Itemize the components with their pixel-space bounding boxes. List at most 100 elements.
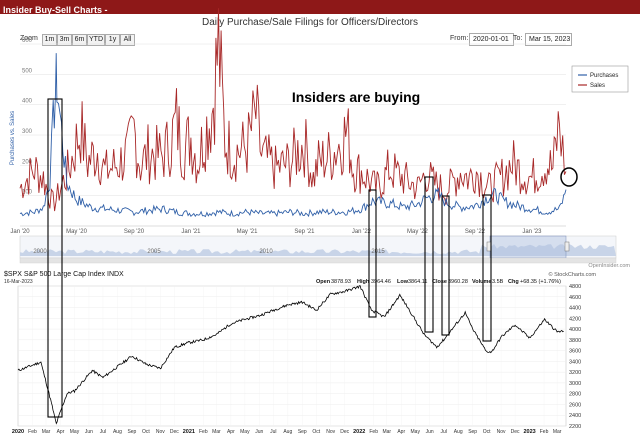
filings-x-ticks: Jan '20 May '20 Sep '20 Jan '21 May '21 Sep '… xyxy=(10,229,542,235)
spx-x-month-label: Jul xyxy=(100,429,106,435)
spx-x-month-label: Sep xyxy=(468,429,477,435)
filings-chart-title: Daily Purchase/Sale Filings for Officers… xyxy=(202,17,418,28)
spx-y-ticks: 2200 2400 2600 2800 3000 3200 3400 3600 3800 4000… xyxy=(569,284,581,430)
spx-x-year-label: 2023 xyxy=(523,429,535,435)
zoom-ytd-button[interactable]: YTD xyxy=(87,34,105,46)
highlight-box-jun-2022 xyxy=(441,195,450,336)
filings-chart: Daily Purchase/Sale Filings for Officers… xyxy=(10,8,630,269)
filings-x-tick-label: May '22 xyxy=(407,229,428,235)
filings-x-tick-label: May '20 xyxy=(66,229,87,235)
filings-x-tick-label: Jan '20 xyxy=(10,229,30,235)
navigator-tick-label: 2010 xyxy=(259,249,273,255)
filings-x-tick-label: Sep '22 xyxy=(465,229,486,235)
filings-x-tick-label: May '21 xyxy=(237,229,258,235)
spx-x-month-label: Oct xyxy=(483,429,491,435)
legend-box xyxy=(571,65,629,93)
spx-x-month-label: Jun xyxy=(255,429,263,435)
navigator-handle-left[interactable] xyxy=(486,241,492,252)
highlight-boxes xyxy=(47,98,492,418)
quote-high: 3964.46 xyxy=(371,279,391,285)
spx-x-month-label: Oct xyxy=(142,429,150,435)
from-date-input[interactable]: 2020-01-01 xyxy=(469,33,514,46)
filings-y-tick-label: 600 xyxy=(22,38,33,44)
filings-grid xyxy=(20,43,566,227)
spx-x-month-label: Feb xyxy=(28,429,37,435)
spx-x-month-label: Apr xyxy=(227,429,235,435)
spx-x-month-label: Feb xyxy=(540,429,549,435)
spx-y-tick-label: 2800 xyxy=(569,392,581,398)
spx-price-line xyxy=(17,285,564,425)
zoom-all-button[interactable]: All xyxy=(120,34,135,46)
spx-x-month-label: Feb xyxy=(199,429,208,435)
navigator-selection[interactable] xyxy=(489,235,567,259)
spx-x-year-ticks: 2020 2021 2022 2023 xyxy=(12,429,536,435)
spx-title: $SPX S&P 500 Large Cap Index INDX xyxy=(4,271,124,278)
spx-x-month-label: Apr xyxy=(57,429,65,435)
zoom-1m-button[interactable]: 1m xyxy=(42,34,57,46)
navigator-ticks: 2000 2005 2010 2015 xyxy=(33,249,385,255)
spx-quote: Open 3878.93 High 3964.46 Low 3864.11 Cl… xyxy=(316,279,561,285)
spx-y-tick-label: 4000 xyxy=(569,327,581,333)
spx-x-month-label: Aug xyxy=(454,429,463,435)
spx-y-tick-label: 4200 xyxy=(569,316,581,322)
spx-x-month-label: Mar xyxy=(42,429,51,435)
spx-chart: $SPX S&P 500 Large Cap Index INDX 16-Mar… xyxy=(4,271,596,435)
spx-x-year-label: 2022 xyxy=(353,429,365,435)
spx-x-month-label: Aug xyxy=(283,429,292,435)
quote-volume: 3.5B xyxy=(492,279,504,285)
quote-open: 3878.93 xyxy=(331,279,351,285)
spx-date: 16-Mar-2023 xyxy=(4,279,33,285)
spx-y-tick-label: 3600 xyxy=(569,349,581,355)
spx-x-month-label: Jul xyxy=(270,429,276,435)
to-date-input[interactable]: Mar 15, 2023 xyxy=(525,33,572,46)
zoom-6m-button[interactable]: 6m xyxy=(72,34,87,46)
spx-x-month-label: Nov xyxy=(326,429,335,435)
navigator-area xyxy=(20,244,616,256)
quote-close-label: Close xyxy=(432,279,447,285)
spx-x-month-label: Mar xyxy=(212,429,221,435)
navigator-tick-label: 2005 xyxy=(147,249,161,255)
highlight-box-oct-2022 xyxy=(482,194,492,342)
filings-x-tick-label: Sep '21 xyxy=(294,229,315,235)
spx-x-month-label: Dec xyxy=(340,429,349,435)
window-title: Insider Buy-Sell Charts - xyxy=(3,5,108,15)
filings-x-tick-label: Jan '21 xyxy=(181,229,201,235)
spx-plot-background xyxy=(17,285,567,427)
filings-y-axis-label: Purchases vs. Sales xyxy=(10,111,16,165)
legend-purchases-label: Purchases xyxy=(590,73,618,79)
navigator-handle-right[interactable] xyxy=(564,241,570,252)
quote-volume-label: Volume xyxy=(472,279,491,285)
spx-x-month-label: Dec xyxy=(170,429,179,435)
spx-grid xyxy=(18,285,566,427)
spx-x-month-label: Sep xyxy=(127,429,136,435)
spx-y-tick-label: 3200 xyxy=(569,370,581,376)
quote-low: 3864.11 xyxy=(408,279,427,285)
zoom-3m-button[interactable]: 3m xyxy=(57,34,72,46)
spx-x-month-label: May xyxy=(240,429,250,435)
stockcharts-watermark: © StockCharts.com xyxy=(549,271,597,278)
spx-y-tick-label: 4400 xyxy=(569,306,581,312)
navigator-tick-label: 2000 xyxy=(33,249,47,255)
spx-x-month-label: Jun xyxy=(426,429,434,435)
spx-y-tick-label: 4600 xyxy=(569,295,581,301)
quote-close: 3960.28 xyxy=(448,279,468,285)
spx-x-month-label: Aug xyxy=(113,429,122,435)
spx-y-tick-label: 2200 xyxy=(569,424,581,430)
spx-x-month-label: May xyxy=(411,429,421,435)
spx-x-month-label: Jul xyxy=(441,429,447,435)
spx-x-year-label: 2020 xyxy=(12,429,24,435)
quote-low-label: Low xyxy=(397,279,409,285)
quote-chg-label: Chg xyxy=(508,279,519,285)
spx-x-month-label: Sep xyxy=(298,429,307,435)
to-label: To: xyxy=(513,35,523,42)
spx-y-tick-label: 2400 xyxy=(569,413,581,419)
spx-x-month-label: Nov xyxy=(156,429,165,435)
zoom-1y-button[interactable]: 1y xyxy=(105,34,120,46)
navigator-scrollbar[interactable] xyxy=(19,257,617,264)
filings-x-tick-label: Sep '20 xyxy=(124,229,145,235)
spx-y-tick-label: 2600 xyxy=(569,402,581,408)
highlight-circle xyxy=(560,167,578,187)
window-titlebar: Insider Buy-Sell Charts - xyxy=(0,0,640,15)
legend: Purchases Sales xyxy=(571,65,629,93)
